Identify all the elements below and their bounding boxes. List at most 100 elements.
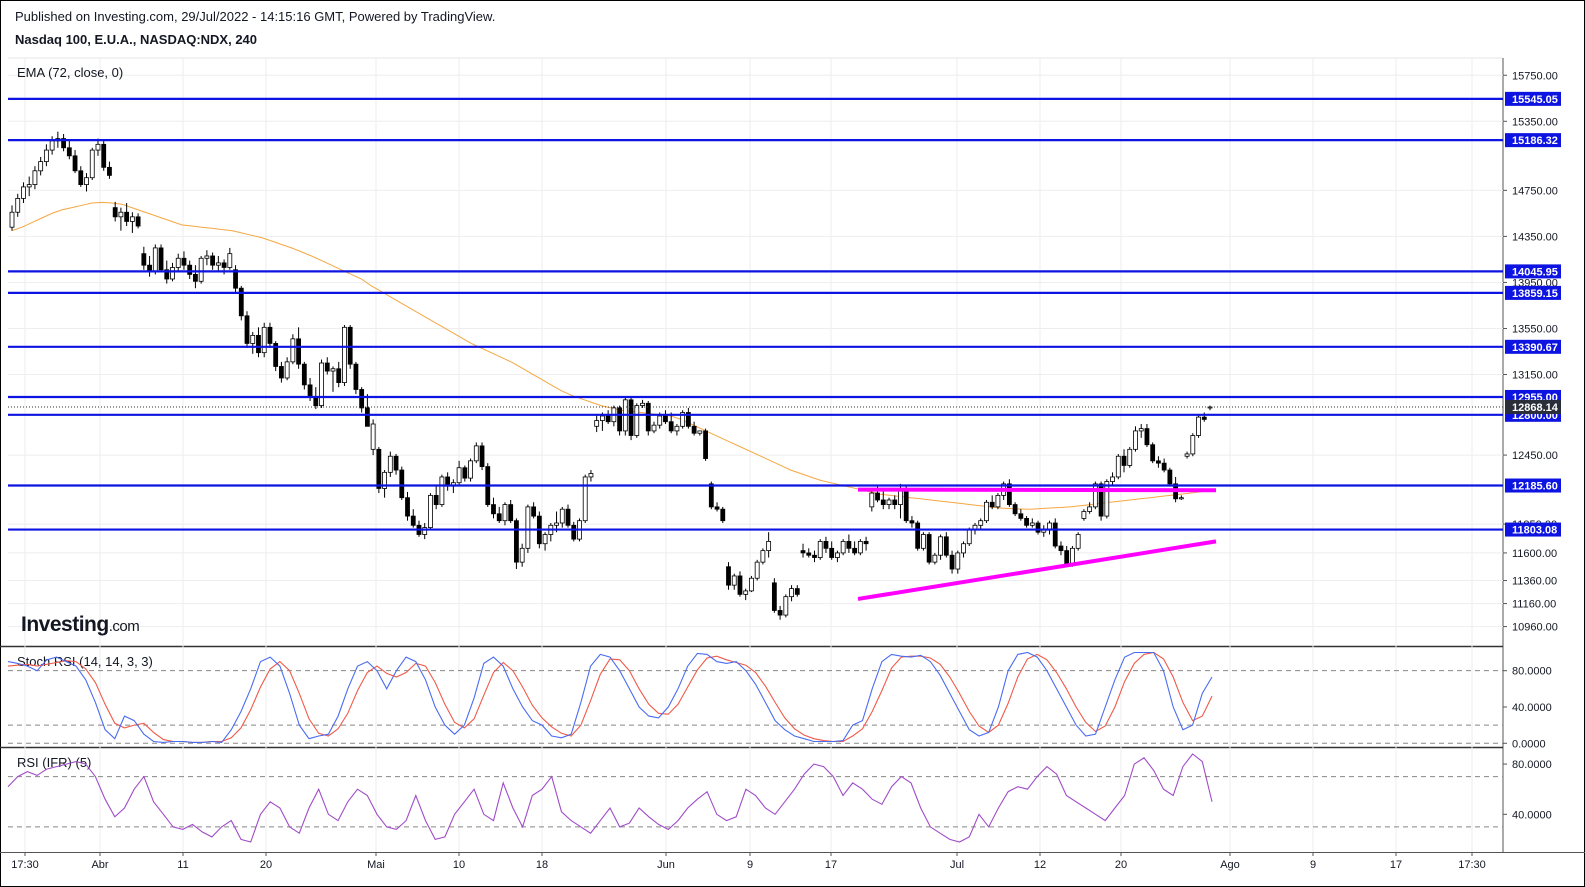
candle-down bbox=[193, 273, 198, 282]
investing-logo: Investing.com bbox=[21, 613, 139, 636]
time-tick-label: 9 bbox=[1310, 859, 1316, 871]
candle-down bbox=[496, 513, 502, 522]
candle-up bbox=[26, 184, 32, 188]
candle-down bbox=[863, 541, 869, 545]
candle-down bbox=[78, 170, 84, 186]
candle-down bbox=[668, 421, 674, 432]
candle-up bbox=[49, 140, 55, 151]
candle-down bbox=[777, 610, 783, 616]
price-tick-label: 15750.00 bbox=[1512, 70, 1558, 82]
candle-down bbox=[147, 264, 152, 272]
candle-up bbox=[330, 368, 336, 372]
candle-up bbox=[817, 541, 823, 558]
time-tick-label: Jul bbox=[950, 859, 964, 871]
candle-down bbox=[1052, 522, 1058, 547]
candle-up bbox=[502, 504, 508, 522]
candle-down bbox=[273, 343, 279, 367]
candle-down bbox=[771, 582, 777, 611]
candle-up bbox=[468, 460, 473, 479]
time-tick-label: 17:30 bbox=[1458, 859, 1486, 871]
candle-down bbox=[720, 508, 726, 522]
candle-up bbox=[594, 420, 600, 427]
candle-up bbox=[600, 415, 605, 421]
rsi-line bbox=[7, 753, 1213, 843]
logo-brand: Investing bbox=[21, 613, 109, 636]
candle-up bbox=[1029, 522, 1035, 526]
candle-down bbox=[364, 407, 370, 427]
candle-down bbox=[531, 506, 537, 517]
candle-up bbox=[1092, 483, 1098, 508]
price-tick-label: 14750.00 bbox=[1512, 185, 1558, 197]
candle-down bbox=[1150, 444, 1156, 462]
candle-down bbox=[256, 334, 261, 354]
candle-up bbox=[1127, 448, 1133, 466]
candle-down bbox=[1156, 460, 1161, 464]
candle-up bbox=[995, 494, 1001, 508]
last-price-label: 12868.14 bbox=[1512, 402, 1559, 414]
price-tick-label: 11600.00 bbox=[1512, 548, 1557, 560]
candle-down bbox=[324, 362, 330, 372]
candles bbox=[9, 131, 1213, 620]
price-tick-label: 13550.00 bbox=[1512, 323, 1558, 335]
candle-down bbox=[903, 488, 909, 522]
candle-down bbox=[405, 497, 410, 517]
candle-up bbox=[43, 149, 49, 162]
level-price-label: 11803.08 bbox=[1512, 525, 1557, 537]
candle-up bbox=[439, 476, 445, 505]
candle-down bbox=[410, 515, 416, 526]
candle-up bbox=[284, 361, 290, 379]
candle-down bbox=[685, 412, 691, 427]
candle-up bbox=[290, 338, 296, 363]
last-price-tag bbox=[1505, 399, 1561, 414]
candle-up bbox=[542, 534, 548, 545]
candle-down bbox=[1018, 513, 1024, 519]
candle-down bbox=[244, 315, 250, 344]
candle-down bbox=[508, 504, 514, 522]
candle-down bbox=[181, 257, 187, 266]
candle-down bbox=[107, 166, 112, 176]
price-tick-label: 10960.00 bbox=[1512, 622, 1558, 634]
time-tick-label: 10 bbox=[453, 859, 465, 871]
time-tick-label: 9 bbox=[747, 859, 753, 871]
candle-down bbox=[949, 554, 955, 570]
stoch-tick-label: 0.0000 bbox=[1512, 738, 1546, 750]
candle-down bbox=[101, 143, 107, 168]
candle-down bbox=[1024, 517, 1029, 526]
candle-up bbox=[783, 596, 789, 616]
candle-down bbox=[737, 575, 743, 595]
candle-up bbox=[582, 476, 588, 522]
rsi-tick-label: 80.0000 bbox=[1512, 759, 1552, 771]
time-tick-label: Jun bbox=[657, 859, 675, 871]
candle-up bbox=[760, 550, 766, 563]
candle-down bbox=[433, 494, 439, 505]
candle-down bbox=[714, 506, 720, 510]
candle-up bbox=[966, 529, 972, 545]
candle-down bbox=[238, 287, 244, 317]
price-tick-label: 13150.00 bbox=[1512, 370, 1558, 382]
candle-down bbox=[645, 402, 651, 432]
candle-down bbox=[989, 501, 995, 508]
time-tick-label: 17 bbox=[1390, 859, 1402, 871]
candle-down bbox=[800, 550, 806, 554]
level-price-label: 13390.67 bbox=[1512, 342, 1558, 354]
candle-up bbox=[932, 554, 938, 563]
candle-down bbox=[708, 483, 714, 508]
time-tick-label: 17:30 bbox=[11, 859, 39, 871]
candle-up bbox=[118, 211, 124, 218]
candle-down bbox=[307, 384, 313, 397]
candle-down bbox=[1012, 504, 1018, 515]
time-tick-label: 11 bbox=[177, 859, 188, 871]
level-price-tag bbox=[1505, 264, 1561, 279]
candle-up bbox=[920, 534, 926, 549]
candle-up bbox=[766, 541, 772, 552]
candle-up bbox=[651, 424, 657, 432]
stoch-tick-label: 40.0000 bbox=[1512, 702, 1552, 714]
ema-indicator-label: EMA (72, close, 0) bbox=[17, 65, 123, 80]
level-price-label: 15545.05 bbox=[1512, 94, 1558, 106]
candle-up bbox=[978, 520, 984, 526]
candle-down bbox=[187, 264, 193, 275]
candle-down bbox=[617, 407, 622, 432]
candle-down bbox=[852, 547, 858, 554]
published-note: Published on Investing.com, 29/Jul/2022 … bbox=[15, 9, 496, 24]
